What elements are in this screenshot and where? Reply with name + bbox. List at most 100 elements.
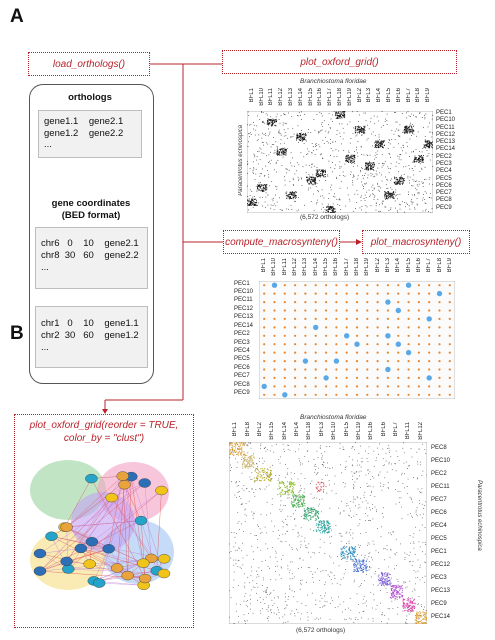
grid-b-point: [372, 607, 373, 609]
grid-a-point: [273, 209, 275, 211]
grid-a-point: [272, 205, 274, 206]
grid-a-point: [411, 131, 413, 133]
grid-b-point: [358, 567, 360, 569]
grid-b-point: [424, 612, 426, 613]
grid-a-point: [376, 116, 378, 118]
network-node: [33, 566, 47, 576]
grid-a-point: [354, 154, 356, 156]
grid-b-point: [310, 508, 312, 510]
grid-b-point: [253, 462, 255, 464]
grid-a-point: [380, 141, 382, 143]
grid-a-point: [350, 161, 352, 163]
grid-a-point: [290, 136, 292, 137]
grid-b-point: [262, 608, 263, 610]
grid-a-point: [334, 193, 335, 195]
grid-b-point: [315, 524, 317, 526]
grid-b-point: [285, 596, 286, 598]
grid-b-point: [354, 563, 356, 565]
grid-b-point: [244, 509, 246, 511]
grid-a-point: [338, 199, 340, 201]
grid-b-point: [354, 556, 355, 558]
grid-b-point: [252, 580, 254, 582]
grid-b-point: [382, 578, 384, 580]
grid-b-point: [332, 600, 334, 601]
grid-b-point: [393, 589, 395, 591]
grid-b-point: [403, 602, 405, 604]
grid-a-point: [350, 159, 352, 161]
grid-b-point: [251, 570, 253, 572]
grid-a-point: [353, 127, 354, 129]
grid-b-point: [417, 515, 418, 517]
grid-b-point: [389, 581, 391, 583]
bed1-row: chr6 0 10 gene2.1: [41, 238, 139, 249]
grid-a-point: [267, 135, 269, 137]
compute-macrosynteny-box[interactable]: compute_macrosynteny(): [223, 230, 340, 254]
plot-oxford-grid-box[interactable]: plot_oxford_grid(): [222, 50, 457, 74]
grid-a-point: [299, 138, 301, 140]
grid-b-point: [315, 469, 316, 471]
grid-b-point: [321, 479, 323, 480]
grid-a-point: [297, 176, 299, 178]
grid-a-point: [353, 156, 355, 158]
grid-b-point: [418, 618, 419, 620]
grid-b-point: [410, 607, 412, 609]
grid-b-point: [421, 606, 422, 607]
grid-b-point: [365, 513, 366, 514]
grid-b-point: [318, 528, 320, 530]
grid-b-point: [252, 586, 254, 588]
grid-b-point: [241, 523, 242, 525]
grid-b-point: [270, 579, 272, 580]
grid-a-point: [361, 134, 363, 136]
grid-b-point: [266, 590, 267, 592]
grid-b-point: [339, 447, 341, 449]
grid-b-point: [389, 584, 391, 586]
grid-b-point: [241, 459, 243, 460]
grid-b-point: [257, 472, 259, 474]
grid-b-point: [366, 565, 368, 567]
grid-b-point: [425, 501, 427, 503]
grid-a-point: [323, 175, 325, 177]
grid-a-point: [263, 153, 265, 154]
grid-b-point: [339, 513, 341, 515]
grid-a-point: [322, 157, 323, 159]
grid-a-point: [261, 189, 262, 191]
grid-a-point: [418, 155, 420, 156]
network-edge: [122, 475, 144, 564]
grid-b-point: [277, 494, 279, 495]
grid-a-point: [357, 129, 359, 131]
grid-a-point: [418, 181, 420, 182]
grid-a-point: [415, 187, 417, 189]
grid-a-point: [413, 114, 414, 116]
grid-a-point: [416, 198, 418, 199]
grid-a-point: [339, 161, 341, 163]
macro-dot: [283, 343, 286, 346]
grid-a-point: [268, 124, 269, 126]
grid-a-point: [346, 154, 348, 156]
grid-b-point: [317, 515, 319, 517]
grid-b-point: [417, 477, 418, 479]
grid-b-point: [246, 465, 248, 467]
grid-a-point: [297, 136, 299, 138]
grid-a-point: [284, 152, 286, 154]
grid-b-point: [352, 550, 354, 552]
grid-a-point: [247, 204, 248, 206]
grid-a-point: [361, 154, 363, 155]
grid-a-point: [388, 196, 390, 198]
grid-b-point: [258, 526, 259, 527]
grid-b-point: [425, 453, 427, 454]
grid-b-point: [409, 609, 410, 610]
macro-dot: [385, 333, 391, 339]
grid-a-point: [321, 203, 323, 205]
grid-a-point: [423, 146, 425, 148]
grid-a-point: [429, 144, 431, 146]
load-orthologs-box[interactable]: load_orthologs(): [28, 52, 150, 76]
grid-b-point: [362, 569, 364, 570]
grid-b-point: [311, 509, 313, 511]
grid-a-point: [339, 167, 341, 169]
grid-a-point: [415, 157, 416, 159]
plot-macrosynteny-box[interactable]: plot_macrosynteny(): [362, 230, 470, 254]
grid-a-point: [382, 200, 384, 202]
network-node: [45, 531, 58, 542]
grid-a-point: [268, 173, 270, 175]
grid-b-point: [278, 609, 279, 611]
